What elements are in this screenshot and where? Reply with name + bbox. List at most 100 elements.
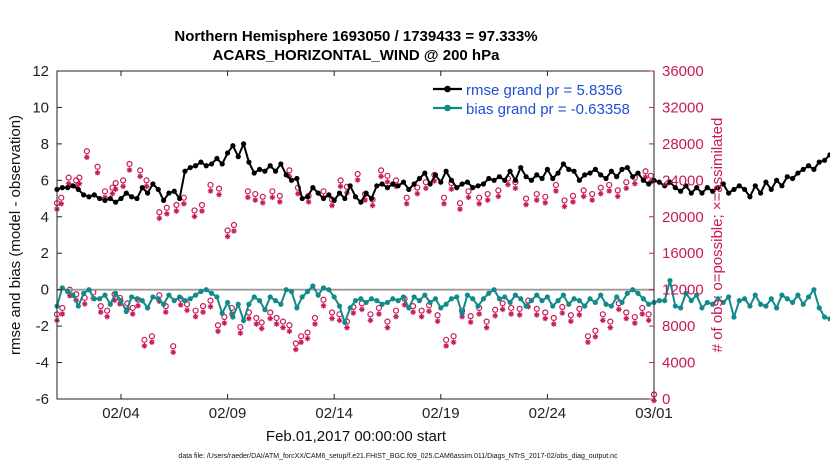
rmse-marker — [363, 190, 369, 196]
x-tick-label: 02/24 — [529, 405, 567, 422]
rmse-marker — [475, 183, 481, 189]
obs-point — [199, 303, 207, 315]
obs-assimilated-marker — [350, 310, 356, 316]
obs-point — [550, 314, 557, 327]
x-tick-label: 02/19 — [422, 405, 460, 422]
obs-possible-marker — [403, 194, 410, 201]
rmse-marker — [464, 179, 471, 185]
obs-point — [230, 221, 238, 234]
obs-possible-marker — [450, 333, 457, 340]
obs-possible-marker — [207, 297, 214, 304]
obs-possible-marker — [597, 184, 604, 191]
obs-assimilated-marker — [468, 319, 474, 325]
obs-possible-marker — [533, 305, 540, 312]
obs-possible-marker — [101, 188, 109, 195]
bias-marker — [331, 294, 337, 300]
obs-assimilated-marker — [181, 201, 187, 207]
rmse-marker — [592, 166, 598, 172]
obs-assimilated-marker — [312, 321, 318, 327]
obs-possible-marker — [623, 309, 630, 316]
rmse-marker — [432, 172, 439, 178]
obs-point — [273, 314, 280, 327]
obs-point — [215, 185, 223, 198]
bias-marker — [550, 303, 556, 309]
obs-assimilated-marker — [137, 173, 143, 179]
bias-marker — [576, 298, 582, 304]
obs-possible-marker — [292, 340, 299, 347]
bias-marker — [571, 296, 577, 302]
obs-assimilated-marker — [616, 307, 622, 312]
obs-point — [516, 305, 523, 318]
obs-assimilated-marker — [253, 321, 259, 327]
obs-assimilated-marker — [484, 325, 490, 330]
rmse-marker — [486, 175, 492, 182]
obs-possible-marker — [443, 336, 450, 343]
obs-point — [101, 188, 109, 201]
bias-marker — [262, 307, 268, 313]
bias-marker — [246, 301, 252, 307]
obs-possible-marker — [328, 309, 336, 316]
obs-possible-marker — [623, 179, 630, 186]
obs-point — [311, 314, 319, 327]
obs-assimilated-marker — [449, 186, 454, 192]
obs-assimilated-marker — [632, 320, 638, 326]
obs-possible-marker — [508, 304, 515, 312]
obs-point — [252, 190, 259, 203]
rmse-marker — [390, 181, 396, 187]
bias-marker — [91, 296, 97, 302]
bias-marker — [427, 299, 433, 306]
obs-possible-marker — [237, 323, 244, 331]
bias-marker — [795, 292, 801, 298]
obs-point — [642, 168, 649, 181]
obs-assimilated-marker — [260, 200, 266, 206]
obs-assimilated-marker — [344, 325, 350, 330]
bias-marker — [603, 301, 609, 307]
bias-marker — [166, 292, 172, 298]
obs-point — [384, 318, 391, 331]
obs-assimilated-marker — [215, 328, 221, 334]
bias-marker — [528, 298, 535, 304]
rmse-marker — [384, 185, 391, 191]
rmse-marker — [288, 177, 295, 183]
rmse-marker — [523, 174, 529, 180]
series-layer — [54, 140, 830, 326]
obs-assimilated-marker — [321, 303, 326, 309]
obs-assimilated-marker — [485, 197, 491, 203]
bias-marker — [800, 301, 806, 307]
obs-possible-marker — [304, 329, 311, 336]
rmse-marker — [720, 181, 726, 187]
rmse-marker — [768, 186, 774, 193]
obs-assimilated-marker — [267, 316, 273, 321]
rmse-marker — [219, 161, 225, 167]
rmse-marker — [118, 195, 124, 202]
obs-assimilated-marker — [59, 311, 65, 317]
rmse-marker — [208, 161, 215, 167]
obs-assimilated-marker — [287, 328, 292, 334]
legend-bias-marker — [444, 104, 451, 112]
rmse-marker — [406, 186, 412, 193]
rmse-marker — [614, 174, 620, 180]
bias-marker — [566, 301, 572, 307]
bias-marker — [187, 296, 193, 302]
bias-marker — [821, 314, 828, 320]
obs-possible-marker — [59, 304, 66, 312]
bias-marker — [768, 296, 774, 302]
obs-point — [253, 314, 260, 327]
y-tick-label: -2 — [36, 318, 49, 335]
bias-marker — [726, 294, 732, 300]
rmse-marker — [283, 172, 289, 178]
obs-point — [508, 304, 515, 317]
obs-assimilated-marker — [378, 173, 384, 179]
bias-marker — [747, 303, 753, 309]
obs-point — [148, 333, 155, 345]
obs-point — [76, 174, 83, 187]
obs-assimilated-marker — [192, 214, 197, 219]
obs-point — [304, 329, 311, 342]
obs-possible-marker — [414, 184, 421, 191]
bias-marker — [230, 314, 236, 320]
rmse-marker — [699, 190, 705, 196]
obs-point — [467, 313, 474, 325]
obs-point — [614, 187, 621, 200]
rmse-marker — [448, 177, 455, 183]
x-tick-label: 02/09 — [209, 405, 247, 422]
